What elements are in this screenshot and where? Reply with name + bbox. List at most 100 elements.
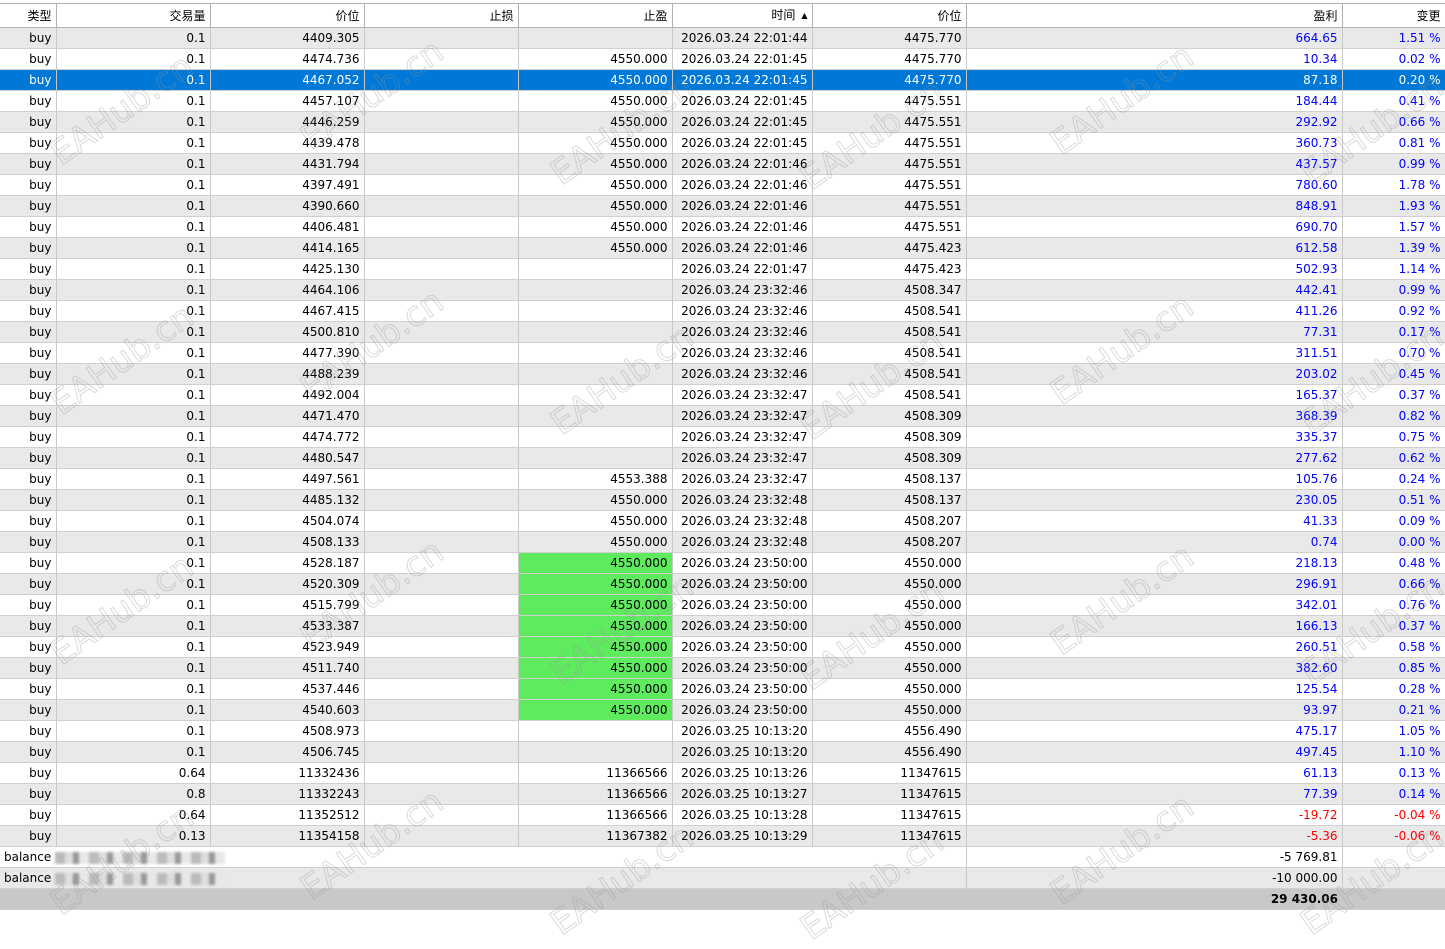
- cell-stop-loss: [364, 678, 519, 700]
- cell-type: buy: [0, 783, 57, 805]
- cell-change: 1.57 %: [1342, 216, 1445, 238]
- table-row[interactable]: buy 0.1 4414.165 4550.000 2026.03.24 22:01:4…: [0, 237, 1445, 259]
- cell-stop-loss: [364, 657, 519, 679]
- balance-row[interactable]: balance -5 769.81: [0, 846, 1445, 868]
- cell-type: buy: [0, 216, 57, 238]
- cell-type: buy: [0, 384, 57, 406]
- cell-change: 0.24 %: [1342, 468, 1445, 490]
- table-row[interactable]: buy 0.1 4492.004 2026.03.24 23:32:47 4508.54…: [0, 384, 1445, 406]
- cell-change: [1342, 867, 1445, 889]
- cell-change: 0.21 %: [1342, 699, 1445, 721]
- column-header-take-profit[interactable]: 止盈: [518, 3, 673, 28]
- table-row[interactable]: buy 0.1 4533.387 4550.000 2026.03.24 23:50:0…: [0, 615, 1445, 637]
- table-row[interactable]: buy 0.1 4467.052 4550.000 2026.03.24 22:01:4…: [0, 69, 1445, 91]
- cell-time: 2026.03.24 22:01:46: [672, 195, 813, 217]
- table-row[interactable]: buy 0.1 4506.745 2026.03.25 10:13:20 4556.49…: [0, 741, 1445, 763]
- cell-time: 2026.03.24 23:32:47: [672, 447, 813, 469]
- table-row[interactable]: buy 0.1 4515.799 4550.000 2026.03.24 23:50:0…: [0, 594, 1445, 616]
- column-header-volume[interactable]: 交易量: [56, 3, 211, 28]
- cell-take-profit: 4550.000: [518, 678, 673, 700]
- cell-volume: 0.1: [56, 300, 211, 322]
- cell-current-price: 4508.207: [812, 531, 967, 553]
- table-row[interactable]: buy 0.1 4508.973 2026.03.25 10:13:20 4556.49…: [0, 720, 1445, 742]
- cell-stop-loss: [364, 69, 519, 91]
- cell-volume: 0.1: [56, 90, 211, 112]
- table-row[interactable]: buy 0.1 4467.415 2026.03.24 23:32:46 4508.54…: [0, 300, 1445, 322]
- cell-time: 2026.03.24 22:01:46: [672, 174, 813, 196]
- column-header-stop-loss[interactable]: 止损: [364, 3, 519, 28]
- cell-take-profit: 4553.388: [518, 468, 673, 490]
- table-row[interactable]: buy 0.1 4406.481 4550.000 2026.03.24 22:01:4…: [0, 216, 1445, 238]
- table-row[interactable]: buy 0.64 11352512 11366566 2026.03.25 10:13:…: [0, 804, 1445, 826]
- table-row[interactable]: buy 0.1 4457.107 4550.000 2026.03.24 22:01:4…: [0, 90, 1445, 112]
- table-row[interactable]: buy 0.1 4485.132 4550.000 2026.03.24 23:32:4…: [0, 489, 1445, 511]
- table-row[interactable]: buy 0.1 4520.309 4550.000 2026.03.24 23:50:0…: [0, 573, 1445, 595]
- cell-price: 4464.106: [210, 279, 365, 301]
- cell-price: 4425.130: [210, 258, 365, 280]
- table-row[interactable]: buy 0.1 4397.491 4550.000 2026.03.24 22:01:4…: [0, 174, 1445, 196]
- column-header-current-price[interactable]: 价位: [812, 3, 967, 28]
- table-row[interactable]: buy 0.1 4439.478 4550.000 2026.03.24 22:01:4…: [0, 132, 1445, 154]
- table-row[interactable]: buy 0.1 4477.390 2026.03.24 23:32:46 4508.54…: [0, 342, 1445, 364]
- table-row[interactable]: buy 0.1 4508.133 4550.000 2026.03.24 23:32:4…: [0, 531, 1445, 553]
- cell-change: 1.51 %: [1342, 27, 1445, 49]
- table-row[interactable]: buy 0.1 4464.106 2026.03.24 23:32:46 4508.34…: [0, 279, 1445, 301]
- table-row[interactable]: buy 0.1 4390.660 4550.000 2026.03.24 22:01:4…: [0, 195, 1445, 217]
- column-header-change[interactable]: 变更: [1342, 3, 1445, 28]
- table-row[interactable]: buy 0.1 4474.772 2026.03.24 23:32:47 4508.30…: [0, 426, 1445, 448]
- cell-profit: 475.17: [966, 720, 1343, 742]
- column-header-profit[interactable]: 盈利: [966, 3, 1343, 28]
- cell-price: 11332436: [210, 762, 365, 784]
- table-row[interactable]: buy 0.1 4523.949 4550.000 2026.03.24 23:50:0…: [0, 636, 1445, 658]
- cell-volume: 0.1: [56, 405, 211, 427]
- column-header-type[interactable]: 类型: [0, 3, 57, 28]
- cell-change: 0.62 %: [1342, 447, 1445, 469]
- cell-change: 0.28 %: [1342, 678, 1445, 700]
- cell-time: 2026.03.24 23:32:46: [672, 363, 813, 385]
- cell-type: buy: [0, 447, 57, 469]
- cell-profit: 342.01: [966, 594, 1343, 616]
- table-row[interactable]: buy 0.1 4511.740 4550.000 2026.03.24 23:50:0…: [0, 657, 1445, 679]
- table-row[interactable]: buy 0.1 4528.187 4550.000 2026.03.24 23:50:0…: [0, 552, 1445, 574]
- balance-row[interactable]: balance -10 000.00: [0, 867, 1445, 889]
- cell-price: 4506.745: [210, 741, 365, 763]
- table-row[interactable]: buy 0.13 11354158 11367382 2026.03.25 10:13:…: [0, 825, 1445, 847]
- column-header-label: 盈利: [1313, 8, 1338, 23]
- table-row[interactable]: buy 0.1 4480.547 2026.03.24 23:32:47 4508.30…: [0, 447, 1445, 469]
- table-row[interactable]: buy 0.1 4500.810 2026.03.24 23:32:46 4508.54…: [0, 321, 1445, 343]
- cell-take-profit: 4550.000: [518, 489, 673, 511]
- cell-time: 2026.03.24 23:32:47: [672, 468, 813, 490]
- table-row[interactable]: buy 0.1 4446.259 4550.000 2026.03.24 22:01:4…: [0, 111, 1445, 133]
- cell-type: buy: [0, 699, 57, 721]
- cell-stop-loss: [364, 783, 519, 805]
- table-row[interactable]: buy 0.64 11332436 11366566 2026.03.25 10:13:…: [0, 762, 1445, 784]
- table-row[interactable]: buy 0.1 4431.794 4550.000 2026.03.24 22:01:4…: [0, 153, 1445, 175]
- cell-take-profit: 4550.000: [518, 237, 673, 259]
- cell-price: 11332243: [210, 783, 365, 805]
- table-row[interactable]: buy 0.1 4540.603 4550.000 2026.03.24 23:50:0…: [0, 699, 1445, 721]
- cell-change: 0.70 %: [1342, 342, 1445, 364]
- table-row[interactable]: buy 0.1 4471.470 2026.03.24 23:32:47 4508.30…: [0, 405, 1445, 427]
- cell-current-price: 4550.000: [812, 636, 967, 658]
- cell-type: buy: [0, 27, 57, 49]
- cell-stop-loss: [364, 132, 519, 154]
- table-row[interactable]: buy 0.8 11332243 11366566 2026.03.25 10:13:2…: [0, 783, 1445, 805]
- cell-take-profit: [518, 720, 673, 742]
- table-row[interactable]: buy 0.1 4474.736 4550.000 2026.03.24 22:01:4…: [0, 48, 1445, 70]
- cell-stop-loss: [364, 531, 519, 553]
- table-row[interactable]: buy 0.1 4537.446 4550.000 2026.03.24 23:50:0…: [0, 678, 1445, 700]
- column-header-price[interactable]: 价位: [210, 3, 365, 28]
- table-row[interactable]: buy 0.1 4409.305 2026.03.24 22:01:44 4475.77…: [0, 27, 1445, 49]
- cell-take-profit: 4550.000: [518, 552, 673, 574]
- table-row[interactable]: buy 0.1 4504.074 4550.000 2026.03.24 23:32:4…: [0, 510, 1445, 532]
- cell-take-profit: 4550.000: [518, 510, 673, 532]
- table-row[interactable]: buy 0.1 4488.239 2026.03.24 23:32:46 4508.54…: [0, 363, 1445, 385]
- cell-price: 11352512: [210, 804, 365, 826]
- cell-current-price: 4508.207: [812, 510, 967, 532]
- cell-change: 0.58 %: [1342, 636, 1445, 658]
- column-header-time[interactable]: 时间 ▲: [672, 3, 813, 28]
- cell-take-profit: 11367382: [518, 825, 673, 847]
- cell-current-price: 4475.551: [812, 153, 967, 175]
- table-row[interactable]: buy 0.1 4497.561 4553.388 2026.03.24 23:32:4…: [0, 468, 1445, 490]
- table-row[interactable]: buy 0.1 4425.130 2026.03.24 22:01:47 4475.42…: [0, 258, 1445, 280]
